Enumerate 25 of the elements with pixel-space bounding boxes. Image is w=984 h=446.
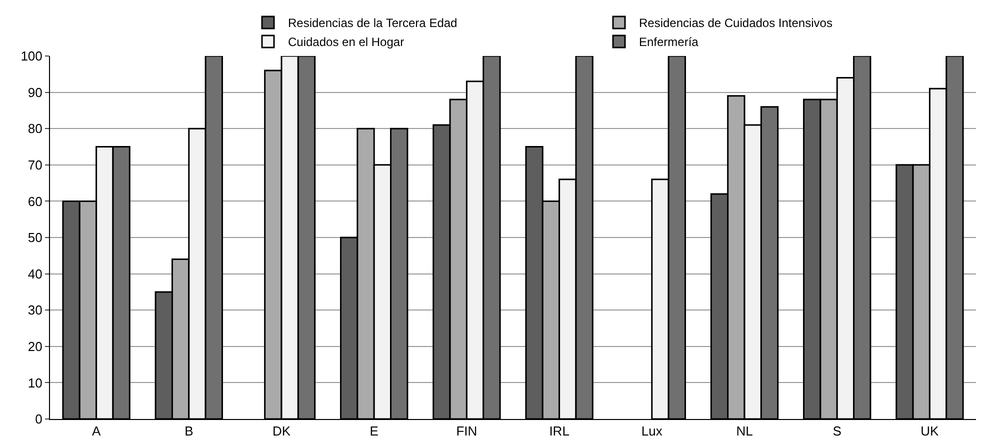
x-tick-label: A bbox=[92, 424, 101, 439]
y-tick-label: 90 bbox=[28, 84, 42, 100]
x-tick-label: S bbox=[832, 424, 842, 439]
legend-label: Residencias de la Tercera Edad bbox=[288, 16, 458, 30]
x-tick-label: FIN bbox=[456, 424, 478, 439]
x-tick-label: B bbox=[184, 424, 194, 439]
y-tick-label: 100 bbox=[20, 48, 42, 64]
y-tick-label: 80 bbox=[28, 121, 42, 136]
y-tick-label: 30 bbox=[28, 302, 42, 318]
legend-label: Residencias de Cuidados Intensivos bbox=[639, 16, 832, 30]
legend-label: Cuidados en el Hogar bbox=[288, 35, 404, 50]
legend-label: Enfermería bbox=[639, 35, 699, 50]
y-tick-label: 50 bbox=[28, 230, 42, 246]
y-tick-label: 70 bbox=[28, 157, 42, 172]
y-tick-label: 60 bbox=[28, 194, 42, 209]
x-tick-label: E bbox=[370, 424, 379, 439]
x-tick-label: UK bbox=[920, 424, 940, 439]
x-tick-label: IRL bbox=[549, 424, 570, 439]
x-tick-label: NL bbox=[736, 424, 753, 439]
y-tick-label: 0 bbox=[35, 412, 42, 427]
x-tick-label: Lux bbox=[641, 424, 663, 439]
y-tick-label: 10 bbox=[28, 375, 42, 390]
y-tick-label: 20 bbox=[28, 338, 42, 354]
y-tick-label: 40 bbox=[28, 266, 42, 282]
x-tick-label: DK bbox=[272, 424, 291, 439]
